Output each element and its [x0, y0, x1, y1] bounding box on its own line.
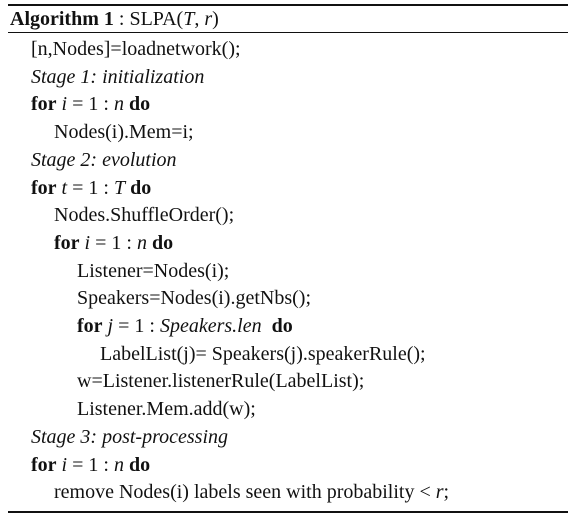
algorithm-comma: ,: [194, 8, 205, 30]
pseudocode-line: Listener.Mem.add(w);: [77, 396, 256, 422]
math-symbol: Stage 3: post-processing: [31, 425, 229, 448]
code-text: Listener.Mem.add(w);: [77, 398, 256, 421]
keyword: do: [151, 231, 174, 254]
pseudocode-line: for t = 1 : T do: [31, 175, 151, 201]
pseudocode-line: Nodes.ShuffleOrder();: [54, 202, 234, 228]
algorithm-close: ): [212, 8, 219, 30]
keyword: for: [31, 93, 57, 116]
pseudocode-line: for i = 1 : n do: [31, 452, 150, 478]
math-symbol: n: [136, 231, 147, 254]
pseudocode-line: for i = 1 : n do: [54, 230, 173, 256]
algorithm-title: Algorithm 1 : SLPA(T, r): [10, 6, 219, 32]
code-text: = 1 :: [67, 176, 114, 199]
code-text: Nodes.ShuffleOrder();: [54, 204, 235, 227]
code-text: [262, 315, 272, 337]
keyword: do: [271, 315, 293, 337]
code-text: ;: [443, 481, 450, 504]
pseudocode-line: w=Listener.listenerRule(LabelList);: [77, 368, 364, 394]
keyword: for: [31, 453, 57, 476]
top-rule: [8, 4, 568, 6]
math-symbol: T: [113, 176, 126, 199]
pseudocode-line: Stage 2: evolution: [31, 147, 177, 173]
code-text: LabelList(j)= Speakers(j).speakerRule();: [100, 342, 426, 365]
algorithm-label: Algorithm 1: [10, 8, 114, 30]
bottom-rule: [8, 511, 568, 513]
math-symbol: n: [113, 93, 124, 116]
code-text: = 1 :: [90, 231, 137, 254]
algorithm-name: SLPA(: [129, 8, 184, 30]
code-text: = 1 :: [113, 315, 160, 337]
code-text: [n,Nodes]=loadnetwork();: [31, 38, 241, 60]
math-symbol: Stage 1: initialization: [31, 65, 205, 88]
math-symbol: i: [84, 231, 91, 254]
code-text: w=Listener.listenerRule(LabelList);: [77, 370, 365, 393]
pseudocode-line: for i = 1 : n do: [31, 91, 150, 117]
keyword: for: [54, 231, 80, 254]
algorithm-param-t: T: [183, 8, 195, 30]
keyword: do: [130, 176, 152, 199]
math-symbol: Stage 2: evolution: [31, 148, 177, 171]
pseudocode-line: for j = 1 : Speakers.len do: [77, 313, 293, 339]
pseudocode-line: Nodes(i).Mem=i;: [54, 119, 194, 145]
pseudocode-line: LabelList(j)= Speakers(j).speakerRule();: [100, 341, 426, 367]
code-text: Listener=Nodes(i);: [77, 259, 230, 282]
pseudocode-line: Speakers=Nodes(i).getNbs();: [77, 285, 311, 311]
keyword: for: [77, 315, 103, 337]
keyword: do: [128, 93, 151, 116]
math-symbol: j: [107, 315, 114, 337]
math-symbol: i: [61, 453, 68, 476]
pseudocode-line: [n,Nodes]=loadnetwork();: [31, 36, 241, 62]
pseudocode-line: Listener=Nodes(i);: [77, 258, 229, 284]
title-rule: [8, 32, 568, 33]
pseudocode-line: remove Nodes(i) labels seen with probabi…: [54, 479, 449, 505]
pseudocode-line: Stage 3: post-processing: [31, 424, 228, 450]
pseudocode-line: Stage 1: initialization: [31, 64, 204, 90]
keyword: do: [128, 453, 151, 476]
code-text: = 1 :: [67, 453, 114, 476]
code-text: = 1 :: [67, 93, 114, 116]
math-symbol: i: [61, 93, 68, 116]
algorithm-param-r: r: [204, 8, 213, 30]
code-text: Speakers=Nodes(i).getNbs();: [77, 287, 311, 310]
code-text: Nodes(i).Mem=i;: [54, 121, 194, 144]
math-symbol: t: [61, 176, 68, 199]
code-text: remove Nodes(i) labels seen with probabi…: [54, 481, 436, 504]
keyword: for: [31, 176, 57, 199]
math-symbol: r: [435, 481, 444, 504]
math-symbol: Speakers.len: [159, 315, 262, 337]
algorithm-separator: :: [113, 8, 130, 30]
math-symbol: n: [113, 453, 124, 476]
